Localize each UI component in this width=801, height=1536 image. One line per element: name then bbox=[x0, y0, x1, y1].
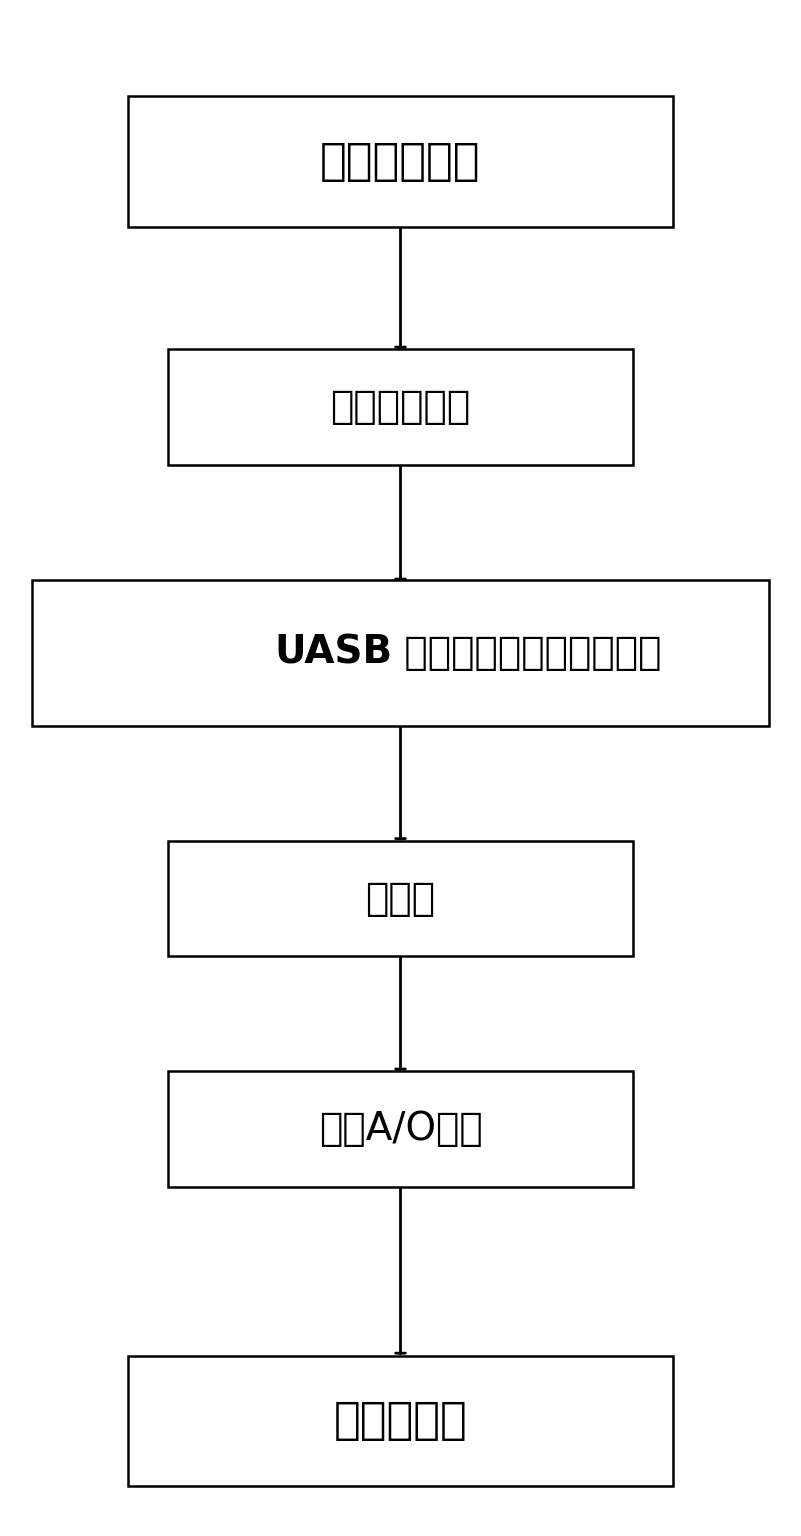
Bar bbox=[32, 581, 769, 727]
Bar bbox=[128, 1356, 673, 1487]
Text: UASB: UASB bbox=[275, 634, 392, 671]
Text: 芬顿氧化装置: 芬顿氧化装置 bbox=[330, 389, 471, 425]
Text: 竹制品废水池: 竹制品废水池 bbox=[320, 140, 481, 183]
Bar bbox=[128, 95, 673, 226]
Text: 消毒清水池: 消毒清水池 bbox=[334, 1399, 467, 1442]
Bar bbox=[168, 1072, 633, 1186]
Text: 上流式厌氧污泥床反应器: 上流式厌氧污泥床反应器 bbox=[392, 634, 662, 671]
Text: 气浮机: 气浮机 bbox=[365, 880, 436, 917]
Bar bbox=[168, 350, 633, 464]
Bar bbox=[168, 842, 633, 955]
Text: 两级A/O系统: 两级A/O系统 bbox=[319, 1111, 482, 1147]
